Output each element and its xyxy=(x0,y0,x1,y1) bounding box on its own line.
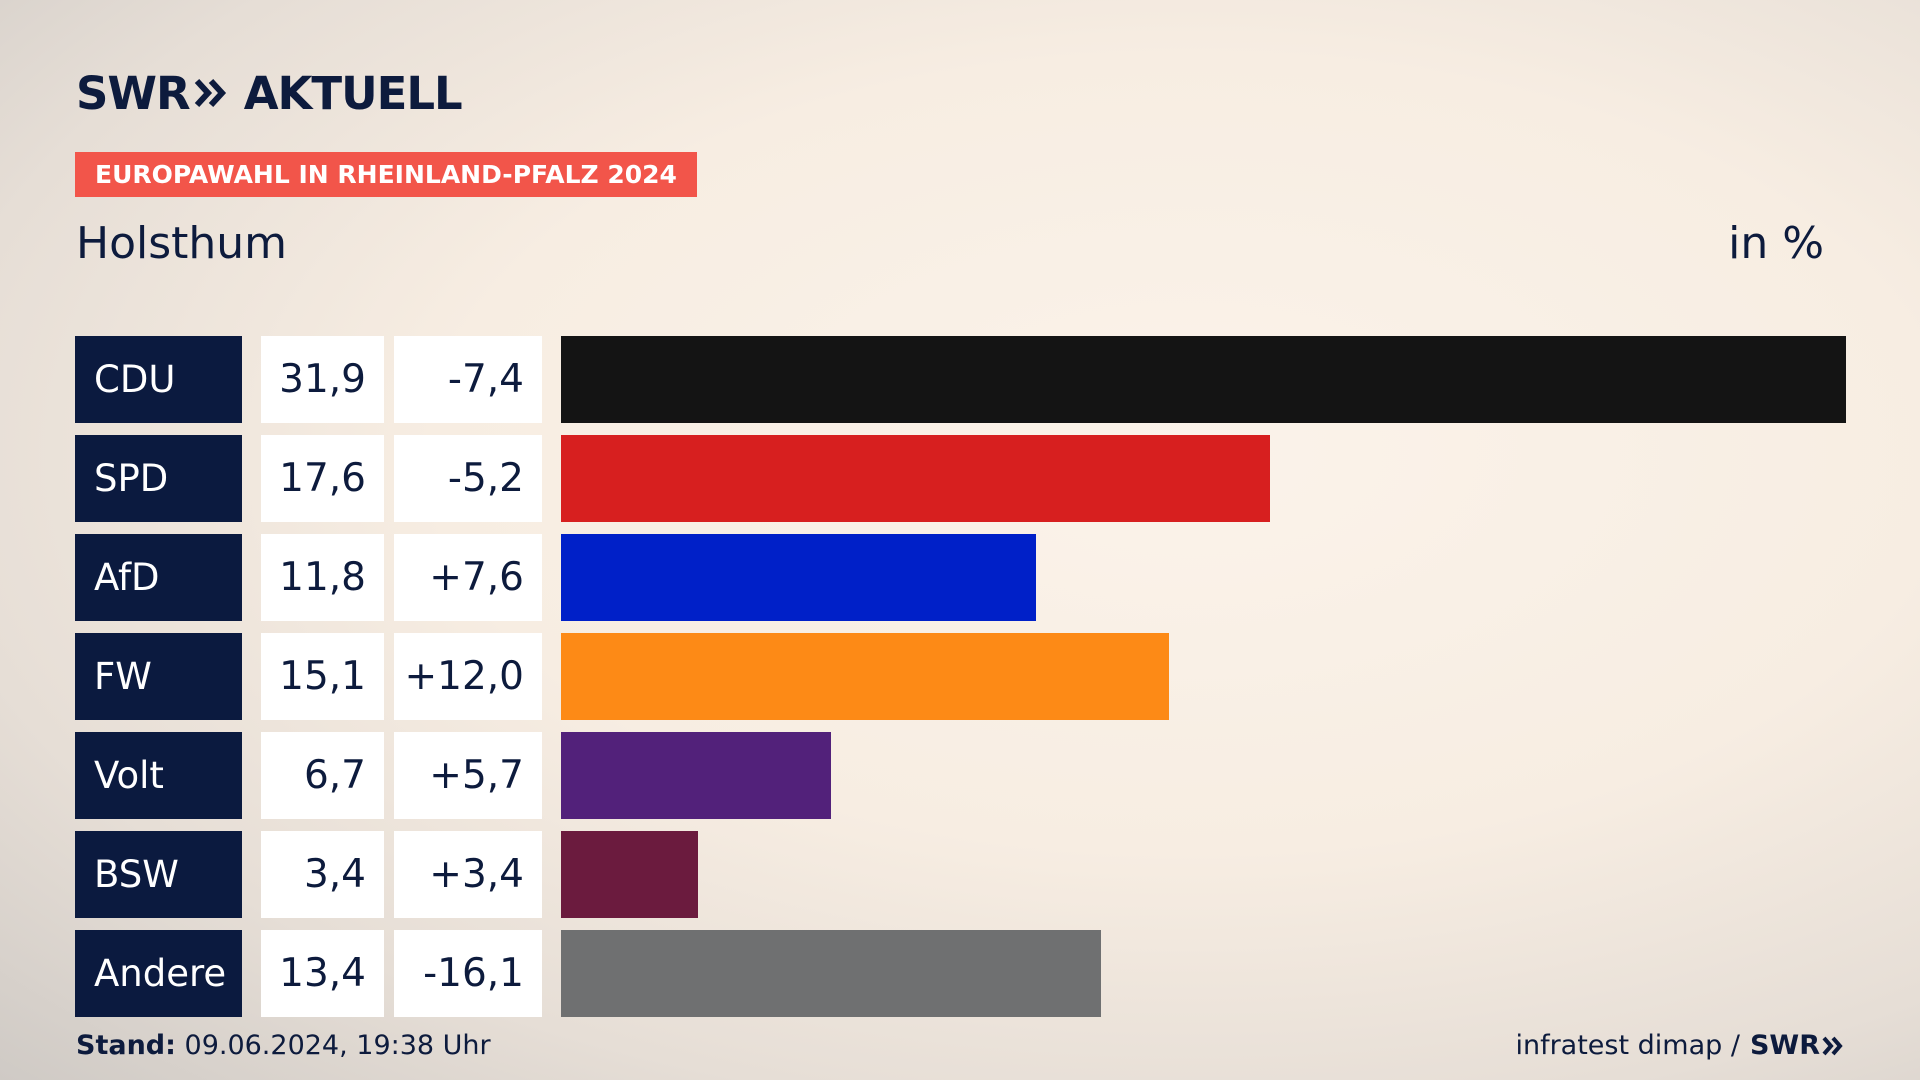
vote-share-label: 6,7 xyxy=(261,732,384,819)
result-row: FW 15,1 +12,0 xyxy=(75,633,1845,720)
vote-share-label: 31,9 xyxy=(261,336,384,423)
result-row: Andere 13,4 -16,1 xyxy=(75,930,1845,1017)
change-label: +7,6 xyxy=(394,534,542,621)
election-tag: EUROPAWAHL IN RHEINLAND-PFALZ 2024 xyxy=(75,152,697,197)
logo-swr-text: SWR xyxy=(76,66,191,120)
result-bar xyxy=(561,435,1270,522)
vote-share-label: 11,8 xyxy=(261,534,384,621)
vote-share-label: 17,6 xyxy=(261,435,384,522)
party-label: AfD xyxy=(75,534,242,621)
party-label: BSW xyxy=(75,831,242,918)
change-label: -16,1 xyxy=(394,930,542,1017)
stand-label: Stand: xyxy=(76,1030,176,1061)
place-title: Holsthum xyxy=(76,218,288,269)
change-label: -5,2 xyxy=(394,435,542,522)
result-bar xyxy=(561,831,698,918)
double-chevron-icon-small xyxy=(1822,1035,1844,1057)
timestamp: Stand: 09.06.2024, 19:38 Uhr xyxy=(76,1030,491,1061)
vote-share-label: 15,1 xyxy=(261,633,384,720)
result-bar xyxy=(561,930,1101,1017)
result-bar xyxy=(561,732,831,819)
vote-share-label: 13,4 xyxy=(261,930,384,1017)
party-label: Andere xyxy=(75,930,242,1017)
party-label: FW xyxy=(75,633,242,720)
change-label: -7,4 xyxy=(394,336,542,423)
party-label: Volt xyxy=(75,732,242,819)
result-bar xyxy=(561,336,1846,423)
result-bar xyxy=(561,633,1169,720)
change-label: +12,0 xyxy=(394,633,542,720)
party-label: SPD xyxy=(75,435,242,522)
result-row: Volt 6,7 +5,7 xyxy=(75,732,1845,819)
logo-aktuell-text: AKTUELL xyxy=(243,66,463,120)
party-label: CDU xyxy=(75,336,242,423)
result-row: AfD 11,8 +7,6 xyxy=(75,534,1845,621)
unit-label: in % xyxy=(1728,218,1824,269)
change-label: +3,4 xyxy=(394,831,542,918)
result-row: CDU 31,9 -7,4 xyxy=(75,336,1846,423)
vote-share-label: 3,4 xyxy=(261,831,384,918)
source-text: infratest dimap / xyxy=(1515,1030,1740,1061)
change-label: +5,7 xyxy=(394,732,542,819)
stand-value: 09.06.2024, 19:38 Uhr xyxy=(184,1030,491,1061)
result-row: BSW 3,4 +3,4 xyxy=(75,831,1845,918)
result-row: SPD 17,6 -5,2 xyxy=(75,435,1845,522)
swr-aktuell-logo: SWR AKTUELL xyxy=(76,66,463,120)
source-credit: infratest dimap / SWR xyxy=(1515,1030,1844,1061)
source-brand: SWR xyxy=(1749,1030,1820,1061)
result-bar xyxy=(561,534,1036,621)
double-chevron-icon xyxy=(194,76,228,110)
